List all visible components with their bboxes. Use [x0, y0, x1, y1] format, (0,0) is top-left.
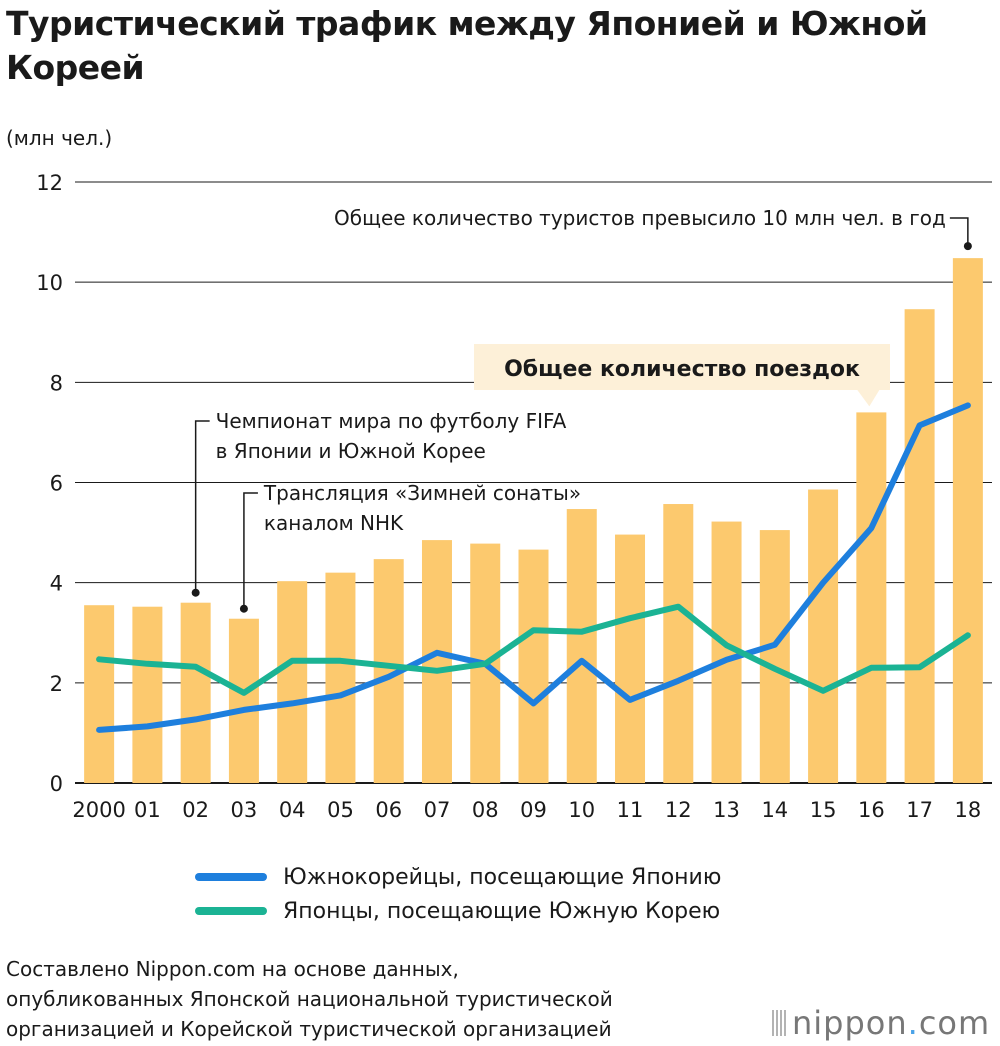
x-tick-label: 04 — [279, 798, 306, 822]
bar — [808, 489, 839, 783]
bar — [84, 605, 115, 783]
x-tick-label: 14 — [761, 798, 788, 822]
callout-box — [474, 344, 890, 407]
annotation-leader — [194, 420, 210, 593]
annotation-record-text: Общее количество туристов превысило 10 м… — [334, 206, 946, 230]
y-tick-label: 0 — [50, 772, 63, 796]
source-line: опубликованных Японской национальной тур… — [6, 987, 613, 1011]
legend-swatch-korean — [195, 873, 267, 881]
bar — [904, 309, 935, 783]
annotation-fifa-text: в Японии и Южной Корее — [216, 439, 486, 463]
bar — [325, 572, 356, 783]
logo-tld: com — [918, 1004, 991, 1042]
y-tick-label: 8 — [50, 371, 63, 395]
bar — [518, 549, 549, 783]
bar — [132, 606, 163, 783]
x-tick-label: 09 — [520, 798, 547, 822]
annotation-leader — [243, 492, 258, 609]
annotation-sonata-text: Трансляция «Зимней сонаты» — [263, 481, 581, 505]
x-tick-label: 18 — [955, 798, 982, 822]
source-note: Составлено Nippon.com на основе данных, … — [6, 954, 766, 1044]
x-tick-label: 01 — [134, 798, 161, 822]
x-tick-label: 16 — [858, 798, 885, 822]
bar — [759, 530, 790, 783]
chart-area: Общее количество туристов превысило 10 м… — [36, 171, 992, 822]
annotation-fifa-text: Чемпионат мира по футболу FIFA — [216, 409, 567, 433]
line-layer — [96, 402, 971, 733]
bar — [663, 504, 694, 783]
x-tick-label: 17 — [906, 798, 933, 822]
x-tick-label: 10 — [568, 798, 595, 822]
annotation-dot — [239, 604, 248, 613]
source-line: организацией и Корейской туристической о… — [6, 1017, 612, 1041]
bar — [856, 412, 887, 783]
logo-brand: nippon — [792, 1004, 908, 1042]
annotation-sonata-text: каналом NHK — [264, 511, 404, 535]
legend-item-japanese: Японцы, посещающие Южную Корею — [195, 894, 721, 928]
x-tick-label: 02 — [182, 798, 209, 822]
y-tick-label: 6 — [50, 472, 63, 496]
x-tick-label: 11 — [617, 798, 644, 822]
bar — [277, 581, 308, 783]
y-tick-label: 4 — [50, 572, 63, 596]
chart-title: Туристический трафик между Японией и Южн… — [6, 4, 928, 87]
x-tick-label: 2000 — [72, 798, 125, 822]
bar — [421, 540, 452, 783]
nippon-logo: nippon.com — [772, 1004, 990, 1042]
y-tick-label: 12 — [36, 171, 63, 195]
legend-label-korean: Южнокорейцы, посещающие Японию — [283, 864, 722, 890]
bar — [952, 258, 983, 783]
bar-layer — [84, 258, 983, 783]
logo-dot: . — [907, 1004, 919, 1042]
bar — [566, 509, 597, 783]
x-tick-label: 08 — [472, 798, 499, 822]
legend-label-japanese: Японцы, посещающие Южную Корею — [283, 898, 721, 924]
logo-bars-icon — [772, 1010, 786, 1036]
bar — [228, 618, 259, 783]
legend: Южнокорейцы, посещающие Японию Японцы, п… — [195, 860, 721, 928]
y-tick-label: 2 — [50, 672, 63, 696]
x-tick-label: 03 — [231, 798, 258, 822]
bar — [615, 534, 646, 783]
x-tick-label: 13 — [713, 798, 740, 822]
legend-item-korean: Южнокорейцы, посещающие Японию — [195, 860, 721, 894]
x-tick-label: 06 — [375, 798, 402, 822]
source-line: Составлено Nippon.com на основе данных, — [6, 957, 459, 981]
y-axis-unit-label: (млн чел.) — [6, 126, 113, 150]
x-tick-label: 15 — [810, 798, 837, 822]
callout-label: Общее количество поездок — [504, 357, 860, 382]
x-tick-label: 07 — [424, 798, 451, 822]
annotation-layer: Общее количество туристов превысило 10 м… — [191, 206, 972, 613]
legend-swatch-japanese — [195, 907, 267, 915]
bar — [180, 602, 211, 783]
y-tick-label: 10 — [36, 271, 63, 295]
x-tick-label: 12 — [665, 798, 692, 822]
x-tick-label: 05 — [327, 798, 354, 822]
annotation-leader — [949, 217, 969, 247]
